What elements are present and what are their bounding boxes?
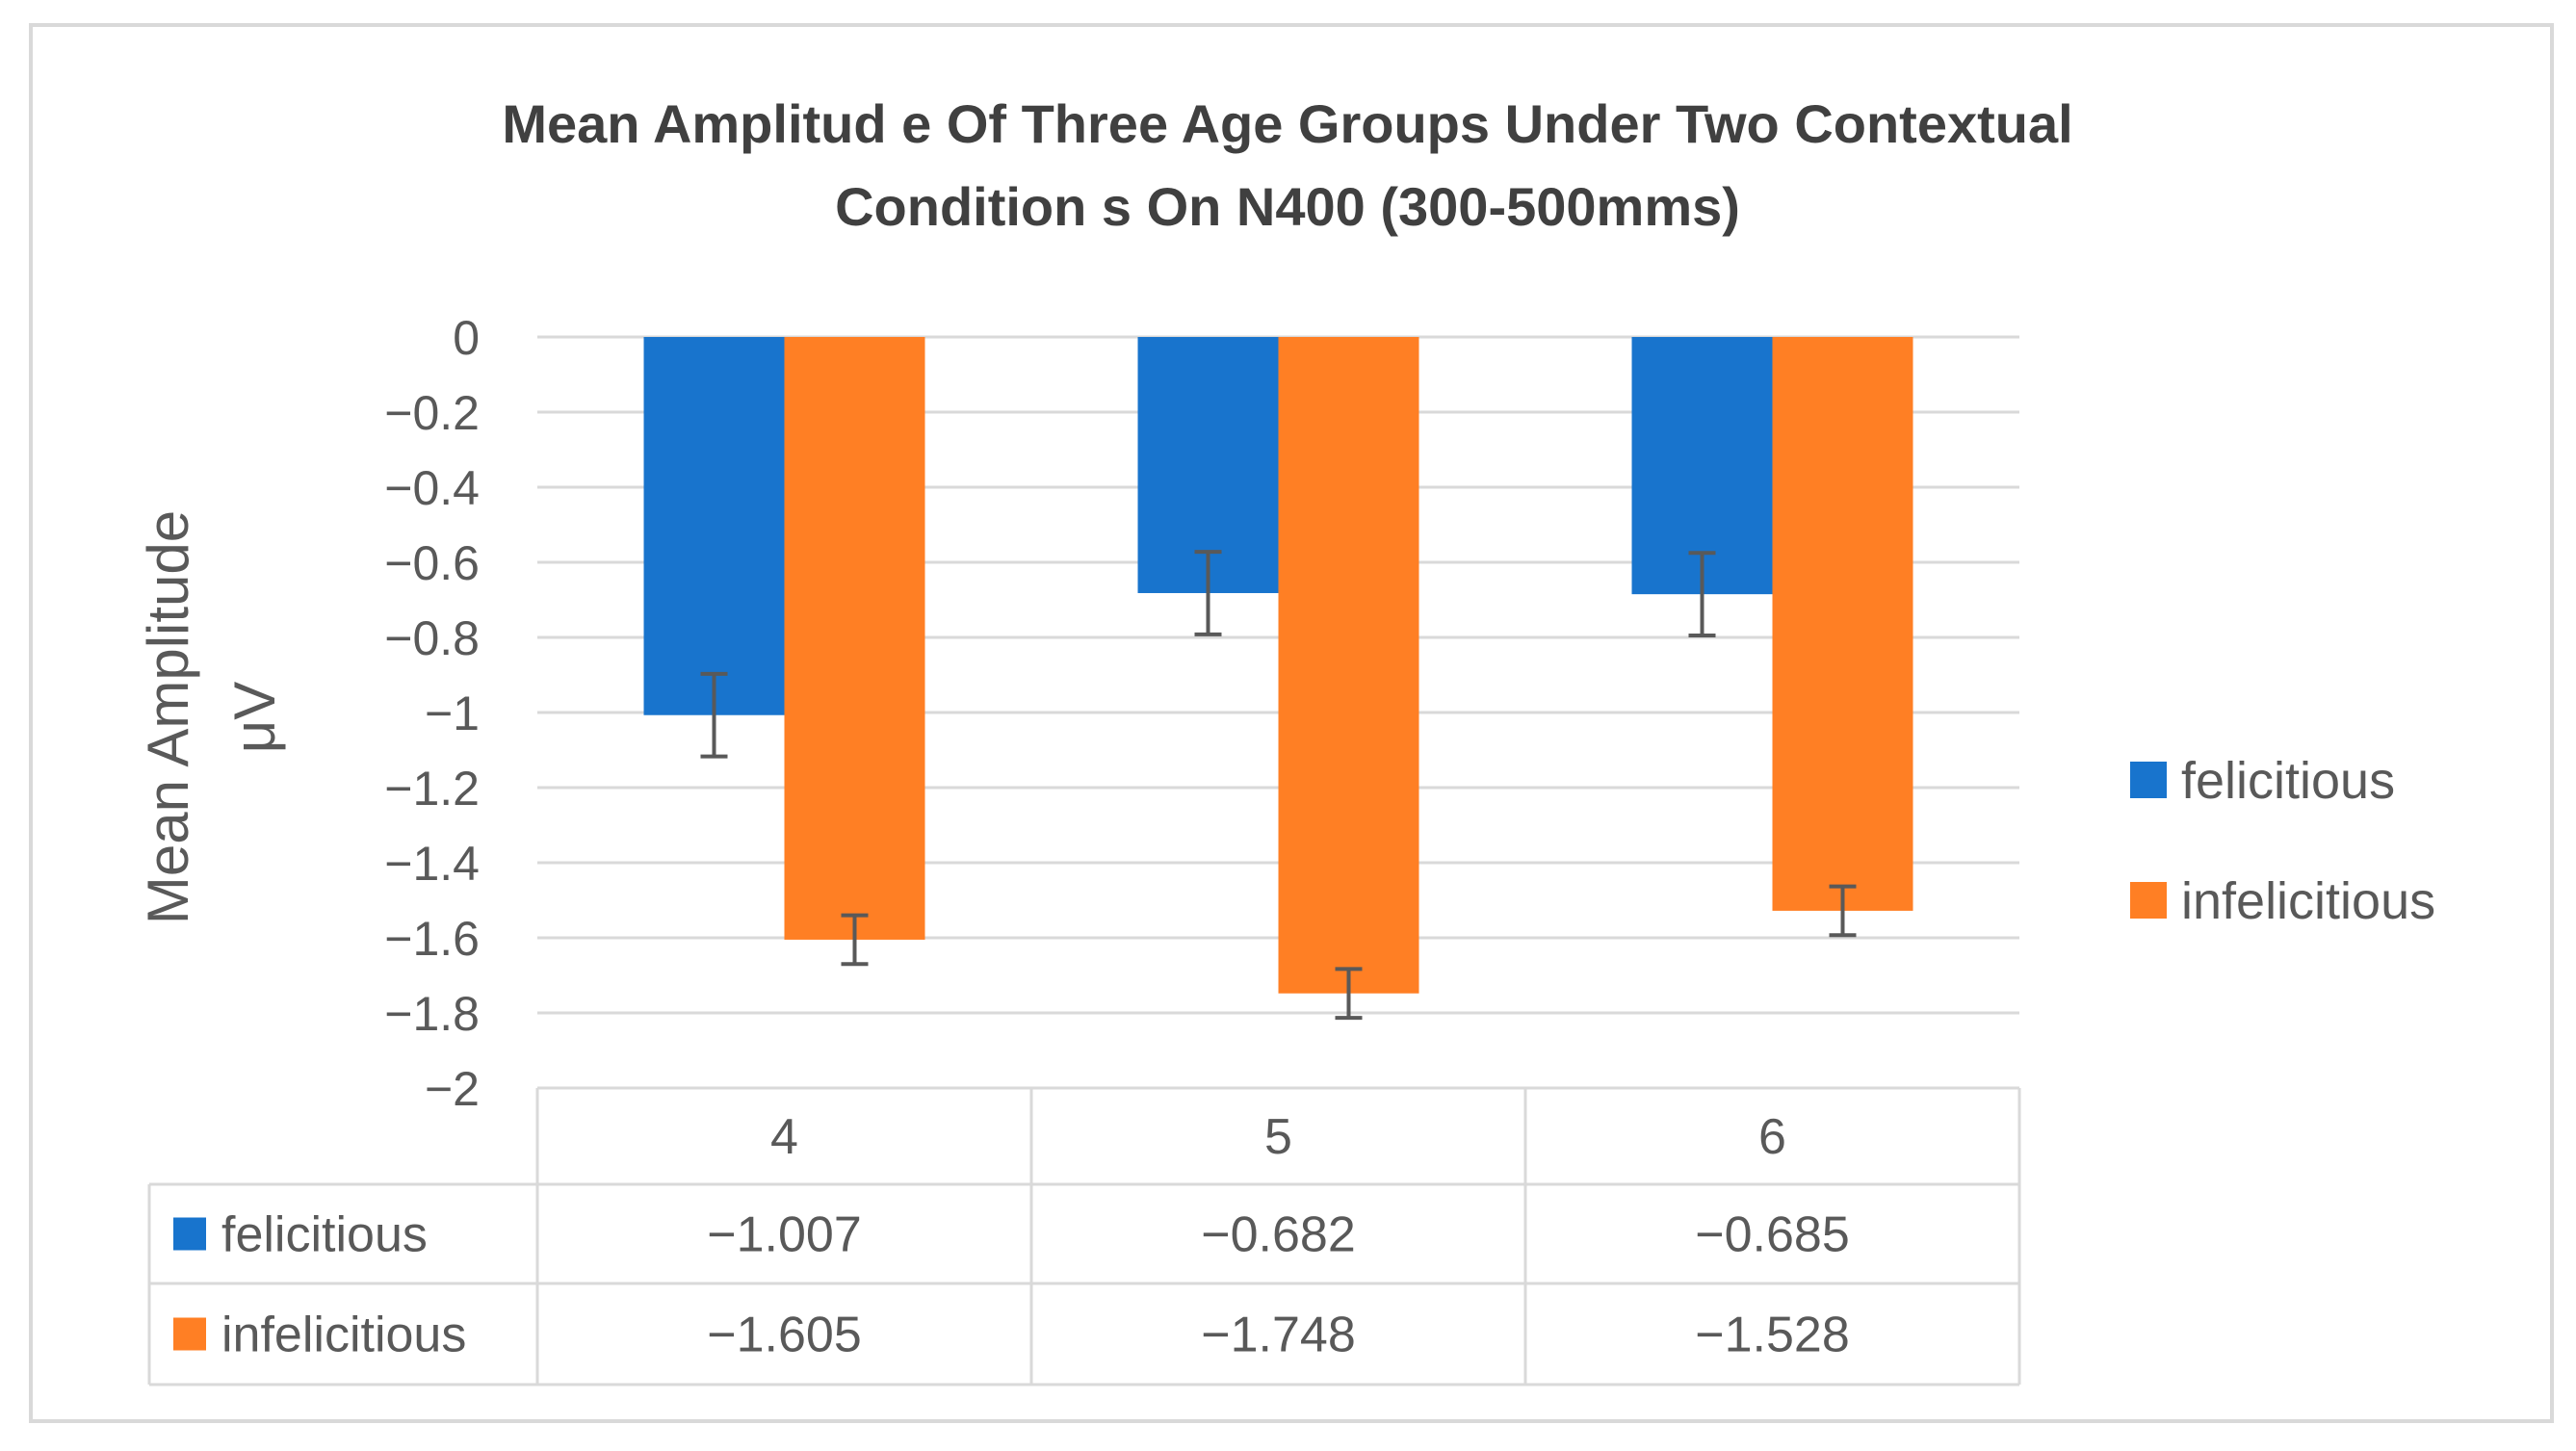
error-bar — [1335, 967, 1363, 1021]
table-cell-value: −0.682 — [1201, 1207, 1356, 1263]
y-tick-label: −0.4 — [384, 461, 480, 515]
legend: felicitious infelicitious — [2130, 752, 2435, 930]
bar-infelicitious-6 — [1772, 337, 1913, 911]
bar-infelicitious-4 — [784, 337, 925, 940]
legend-label: infelicitious — [2181, 872, 2435, 930]
error-bars — [700, 550, 1857, 1021]
error-bar — [841, 913, 869, 967]
data-table: 4 5 6 felicitious −1.007 −0.682 −0.685 infelici… — [147, 1086, 2021, 1386]
table-cell-value: −0.685 — [1695, 1207, 1850, 1263]
table-legend-swatch — [173, 1317, 206, 1351]
chart-title: Mean Amplitud e Of Three Age Groups Unde… — [502, 93, 2072, 237]
error-bar — [1194, 550, 1222, 636]
x-category-label: 6 — [1758, 1109, 1786, 1165]
y-tick-label: −0.8 — [384, 611, 480, 665]
bars — [643, 337, 1913, 994]
x-category-label: 4 — [770, 1109, 798, 1165]
legend-label: felicitious — [2181, 752, 2395, 810]
table-legend-swatch — [173, 1217, 206, 1251]
table-row-label: infelicitious — [221, 1308, 466, 1363]
bar-felicitious-4 — [643, 337, 785, 715]
x-category-label: 5 — [1264, 1109, 1292, 1165]
table-cell-value: −1.605 — [707, 1308, 862, 1363]
error-bar — [700, 671, 728, 759]
table-row-label: felicitious — [221, 1207, 428, 1263]
table-cell-value: −1.528 — [1695, 1308, 1850, 1363]
y-tick-label: −2 — [425, 1062, 480, 1116]
y-tick-label: −1.4 — [384, 837, 480, 891]
y-tick-label: −1.2 — [384, 762, 480, 816]
error-bar — [1688, 551, 1716, 638]
chart-title-line: Mean Amplitud e Of Three Age Groups Unde… — [502, 93, 2072, 154]
legend-swatch — [2130, 882, 2167, 919]
y-tick-label: −0.6 — [384, 536, 480, 590]
y-tick-label: −0.2 — [384, 386, 480, 440]
bar-infelicitious-5 — [1278, 337, 1419, 994]
table-cell-value: −1.007 — [707, 1207, 862, 1263]
y-axis-label: Mean Amplitude μV — [136, 510, 287, 924]
y-tick-label: 0 — [453, 311, 480, 365]
y-axis-ticks: 0 −0.2 −0.4 −0.6 −0.8 −1 −1.2 −1.4 −1.6 −1.8 −2 — [384, 311, 480, 1116]
y-tick-label: −1.6 — [384, 912, 480, 966]
y-tick-label: −1.8 — [384, 987, 480, 1041]
y-tick-label: −1 — [425, 687, 480, 740]
y-axis-label-line: Mean Amplitude — [136, 510, 200, 924]
table-cell-value: −1.748 — [1201, 1308, 1356, 1363]
y-axis-label-line: μV — [222, 682, 287, 754]
error-bar — [1829, 884, 1857, 938]
legend-swatch — [2130, 762, 2167, 798]
chart-title-line: Condition s On N400 (300-500mms) — [835, 176, 1740, 237]
